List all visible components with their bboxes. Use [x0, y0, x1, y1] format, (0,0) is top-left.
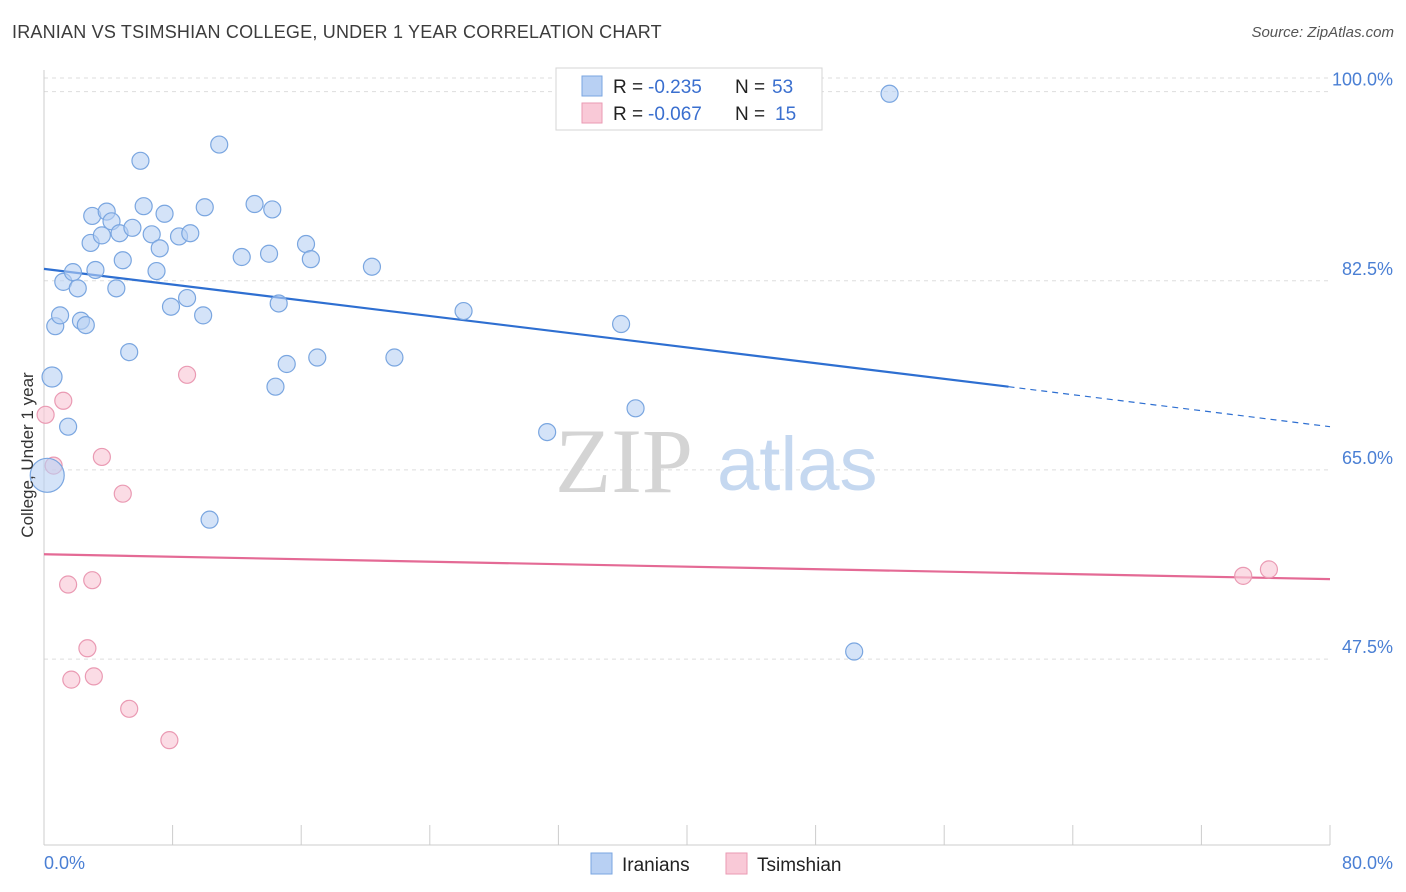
trend-line-iranians: [43, 267, 1009, 388]
iranian-point: [626, 399, 645, 418]
iranian-point: [880, 84, 899, 103]
iranian-point: [454, 301, 473, 321]
legend-n-label-tsimshian: N =: [735, 104, 765, 125]
legend-n-value-tsimshian: 15: [775, 104, 796, 125]
iranian-point: [63, 263, 83, 282]
iranian-point: [142, 225, 161, 244]
tsimshian-point: [160, 731, 179, 750]
legend-n-value-iranians: 53: [772, 77, 793, 98]
iranian-point: [232, 247, 251, 267]
legend-r-label-iranians: R =: [613, 77, 643, 98]
legend-r-value-tsimshian: -0.067: [648, 104, 702, 125]
watermark-zip: ZIP: [555, 410, 693, 512]
y-tick-label: 100.0%: [1332, 70, 1393, 90]
series-legend: Iranians Tsimshian: [590, 852, 841, 876]
tsimshian-point: [84, 667, 103, 686]
tsimshian-point: [113, 484, 132, 503]
iranian-point: [277, 354, 296, 374]
tsimshian-point: [83, 571, 102, 590]
iranian-point: [76, 315, 95, 335]
iranian-point: [263, 200, 282, 219]
iranian-point: [147, 261, 166, 281]
watermark: ZIP atlas: [555, 410, 878, 512]
iranian-point: [68, 279, 87, 298]
y-tick-labels: 47.5% 65.0% 82.5% 100.0%: [1332, 70, 1393, 657]
tsimshian-point: [54, 391, 73, 410]
iranian-point: [210, 135, 229, 154]
tsimshian-point: [36, 405, 55, 424]
tsimshian-point: [59, 575, 78, 594]
source-label: Source: ZipAtlas.com: [1251, 24, 1394, 41]
iranian-point: [385, 348, 404, 367]
x-ticks: [43, 825, 1331, 845]
iranian-point: [50, 306, 70, 325]
iranian-point: [301, 250, 320, 269]
iranian-point: [155, 204, 174, 223]
y-axis-label: College, Under 1 year: [18, 372, 37, 538]
iranian-point: [308, 348, 327, 367]
tsimshian-point: [92, 447, 111, 467]
iranian-point: [113, 251, 132, 270]
trend-lines: [43, 267, 1331, 581]
series-legend-label-tsimshian: Tsimshian: [757, 855, 841, 876]
iranian-point: [259, 244, 279, 263]
iranian-point: [269, 294, 288, 313]
legend-n-label-iranians: N =: [735, 77, 765, 98]
iranian-point: [611, 314, 631, 334]
series-legend-swatch-tsimshian: [725, 852, 748, 875]
trend-line-tsimshian: [43, 553, 1331, 581]
watermark-atlas: atlas: [717, 422, 878, 507]
iranian-point: [29, 457, 65, 493]
iranian-point: [41, 366, 63, 388]
iranian-point: [131, 151, 150, 170]
iranian-point: [194, 306, 213, 325]
iranian-point: [177, 288, 197, 308]
y-tick-label: 47.5%: [1342, 637, 1393, 657]
iranian-point: [266, 377, 285, 396]
iranian-point: [161, 297, 181, 316]
iranian-point: [134, 197, 153, 216]
series-legend-label-iranians: Iranians: [622, 855, 690, 876]
tsimshian-point: [62, 670, 81, 689]
iranian-point: [296, 234, 316, 254]
iranian-point: [92, 226, 111, 245]
iranian-point: [107, 279, 126, 298]
x-tick-label-max: 80.0%: [1342, 853, 1393, 873]
tsimshian-point: [1259, 560, 1279, 579]
grid-lines: [44, 77, 1330, 660]
x-tick-label-min: 0.0%: [44, 853, 85, 873]
iranian-point: [845, 642, 864, 661]
legend-swatch-tsimshian: [581, 102, 603, 124]
iranian-point: [245, 194, 264, 214]
legend-r-value-iranians: -0.235: [648, 77, 702, 98]
tsimshian-point: [78, 639, 97, 658]
iranian-point: [59, 417, 78, 436]
tsimshian-point: [177, 365, 197, 384]
iranian-point: [538, 422, 557, 442]
iranian-point: [195, 198, 214, 217]
chart-title: IRANIAN VS TSIMSHIAN COLLEGE, UNDER 1 YE…: [12, 22, 662, 42]
correlation-legend: R = -0.235 N = 53 R = -0.067 N = 15: [555, 67, 823, 131]
iranian-point: [362, 257, 382, 276]
iranian-point: [86, 260, 105, 280]
iranian-points: [29, 84, 899, 661]
series-legend-swatch-iranians: [590, 852, 613, 875]
tsimshian-point: [1234, 566, 1253, 585]
tsimshian-point: [120, 699, 139, 718]
y-tick-label: 65.0%: [1342, 448, 1393, 468]
iranian-point: [120, 343, 139, 362]
iranian-point: [123, 218, 142, 237]
legend-r-label-tsimshian: R =: [613, 104, 643, 125]
iranian-point: [150, 239, 169, 258]
iranian-point: [200, 510, 219, 529]
trend-line-iranians-extension: [1008, 386, 1331, 428]
legend-swatch-iranians: [581, 75, 603, 97]
y-tick-label: 82.5%: [1342, 259, 1393, 279]
iranian-point: [181, 224, 200, 243]
